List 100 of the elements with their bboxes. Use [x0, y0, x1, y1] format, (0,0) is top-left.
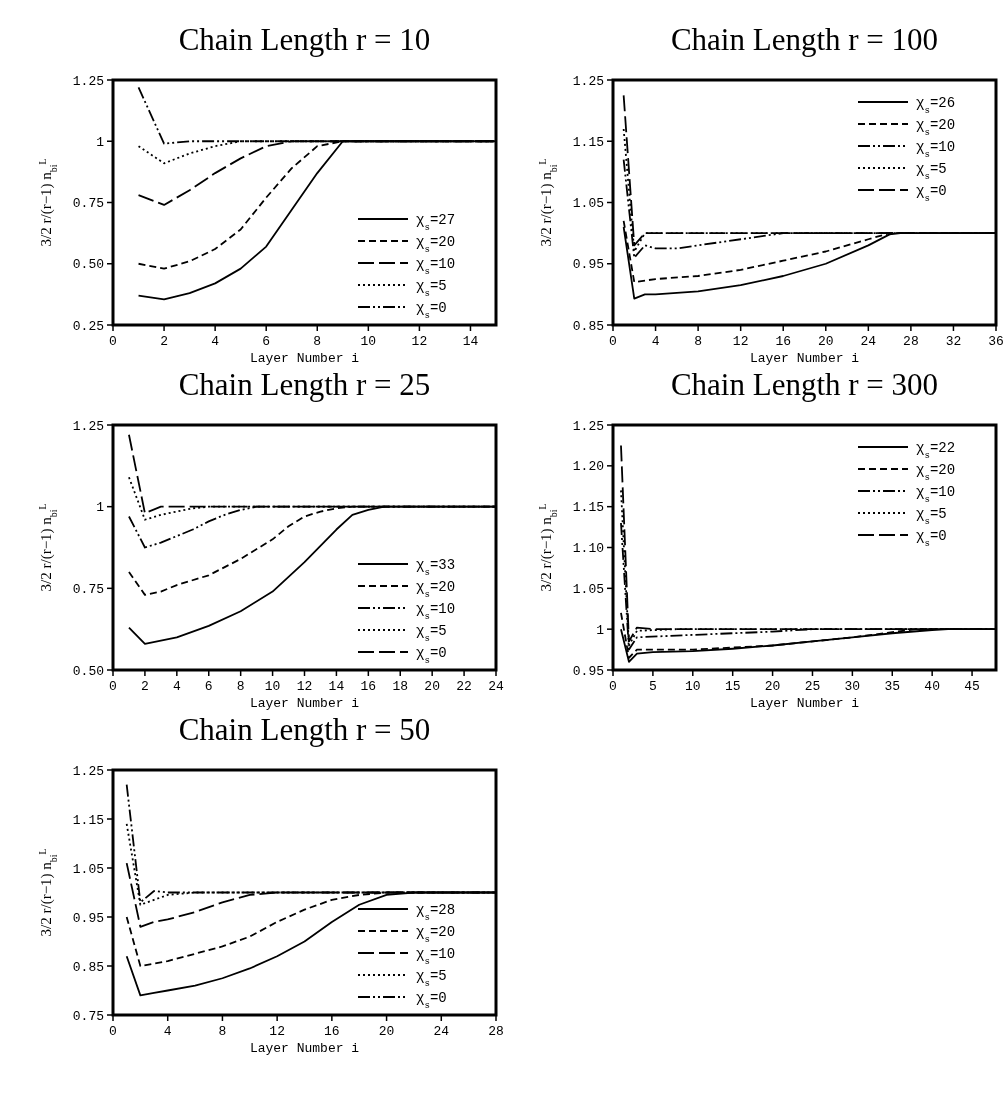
x-tick-label: 12: [269, 1024, 285, 1039]
y-tick-label: 0.85: [572, 318, 604, 334]
y-tick-label: 1.25: [72, 73, 104, 89]
x-tick-label: 15: [724, 679, 741, 694]
legend-label: χ$_{s}$=0: [416, 644, 447, 666]
legend-label: χ$_{s}$=10: [416, 945, 456, 967]
x-tick-label: 24: [860, 334, 877, 349]
x-tick-label: 4: [163, 1024, 172, 1039]
x-tick-label: 25: [804, 679, 821, 694]
x-tick-label: 2: [160, 334, 168, 349]
legend-label: χ$_{s}$=0: [416, 989, 447, 1011]
legend-label: χ$_{s}$=5: [416, 967, 447, 989]
legend-label: χ$_{s}$=20: [416, 923, 456, 945]
x-tick-label: 8: [218, 1024, 227, 1039]
legend-label: χ$_{s}$=5: [916, 160, 947, 182]
y-tick-label: 1.10: [572, 541, 604, 557]
x-tick-label: 28: [488, 1024, 504, 1039]
x-tick-label: 16: [775, 334, 792, 349]
x-tick-label: 14: [328, 679, 345, 694]
legend-label: χ$_{s}$=27: [416, 211, 456, 233]
y-tick-label: 1.05: [572, 196, 604, 212]
legend-label: χ$_{s}$=28: [416, 901, 456, 923]
x-tick-label: 0: [609, 679, 617, 694]
chart-title: Chain Length r = 100: [670, 22, 939, 57]
x-axis-title: Layer Number i: [249, 351, 360, 366]
x-axis-title: Layer Number i: [249, 696, 360, 711]
x-tick-label: 14: [462, 334, 479, 349]
x-tick-label: 16: [360, 679, 377, 694]
chart-title: Chain Length r = 50: [178, 712, 431, 747]
legend-label: χ$_{s}$=0: [916, 182, 947, 204]
x-axis-title: Layer Number i: [249, 1041, 360, 1056]
y-tick-label: 1.15: [572, 500, 604, 516]
y-tick-label: 0.25: [72, 318, 104, 334]
x-tick-label: 36: [988, 334, 1004, 349]
y-tick-label: 0.75: [72, 1008, 104, 1024]
x-tick-label: 45: [964, 679, 980, 694]
x-axis-title: Layer Number i: [749, 696, 860, 711]
x-tick-label: 4: [172, 679, 181, 694]
x-tick-label: 10: [684, 679, 701, 694]
legend-label: χ$_{s}$=22: [916, 439, 956, 461]
chart-title: Chain Length r = 25: [178, 367, 431, 402]
x-tick-label: 8: [694, 334, 703, 349]
legend-label: χ$_{s}$=26: [916, 94, 956, 116]
y-tick-label: 1.25: [72, 763, 104, 779]
legend-label: χ$_{s}$=10: [916, 138, 956, 160]
x-tick-label: 2: [141, 679, 149, 694]
x-tick-label: 8: [313, 334, 322, 349]
x-tick-label: 30: [844, 679, 861, 694]
y-tick-label: 0.95: [72, 910, 104, 926]
legend-label: χ$_{s}$=20: [416, 578, 456, 600]
y-tick-label: 1.15: [72, 812, 104, 828]
legend-label: χ$_{s}$=20: [416, 233, 456, 255]
x-tick-label: 10: [360, 334, 377, 349]
legend-label: χ$_{s}$=20: [916, 461, 956, 483]
y-tick-label: 1: [96, 134, 105, 150]
x-tick-label: 12: [411, 334, 428, 349]
x-tick-label: 35: [884, 679, 901, 694]
x-tick-label: 24: [433, 1024, 450, 1039]
legend-label: χ$_{s}$=5: [416, 622, 447, 644]
x-tick-label: 20: [378, 1024, 395, 1039]
x-tick-label: 18: [392, 679, 409, 694]
y-tick-label: 0.95: [572, 663, 604, 679]
x-tick-label: 20: [764, 679, 781, 694]
y-tick-label: 1: [596, 622, 605, 638]
y-tick-label: 1.20: [572, 459, 604, 475]
legend-label: χ$_{s}$=33: [416, 556, 456, 578]
y-tick-label: 0.50: [72, 663, 104, 679]
x-tick-label: 4: [651, 334, 660, 349]
x-tick-label: 12: [732, 334, 749, 349]
y-tick-label: 1.05: [72, 861, 104, 877]
x-tick-label: 10: [264, 679, 281, 694]
x-tick-label: 32: [945, 334, 962, 349]
y-tick-label: 1.05: [572, 581, 604, 597]
y-tick-label: 1: [96, 500, 105, 516]
y-tick-label: 0.95: [572, 257, 604, 273]
x-tick-label: 12: [296, 679, 313, 694]
x-tick-label: 22: [456, 679, 472, 694]
legend-label: χ$_{s}$=0: [416, 299, 447, 321]
y-tick-label: 1.25: [572, 73, 604, 89]
x-tick-label: 40: [924, 679, 940, 694]
y-tick-label: 1.25: [572, 418, 604, 434]
x-tick-label: 0: [109, 334, 117, 349]
legend-label: χ$_{s}$=5: [416, 277, 447, 299]
legend-label: χ$_{s}$=10: [416, 255, 456, 277]
x-tick-label: 20: [424, 679, 440, 694]
legend-label: χ$_{s}$=10: [416, 600, 456, 622]
y-tick-label: 1.25: [72, 418, 104, 434]
x-tick-label: 6: [204, 679, 213, 694]
legend-label: χ$_{s}$=0: [916, 527, 947, 549]
x-tick-label: 0: [109, 1024, 117, 1039]
x-tick-label: 28: [903, 334, 919, 349]
x-tick-label: 16: [324, 1024, 340, 1039]
legend-label: χ$_{s}$=10: [916, 483, 956, 505]
x-tick-label: 4: [211, 334, 220, 349]
legend-label: χ$_{s}$=20: [916, 116, 956, 138]
chart-title: Chain Length r = 300: [670, 367, 939, 402]
x-tick-label: 0: [609, 334, 617, 349]
chart-title: Chain Length r = 10: [178, 22, 431, 57]
x-tick-label: 0: [109, 679, 117, 694]
x-tick-label: 20: [817, 334, 834, 349]
